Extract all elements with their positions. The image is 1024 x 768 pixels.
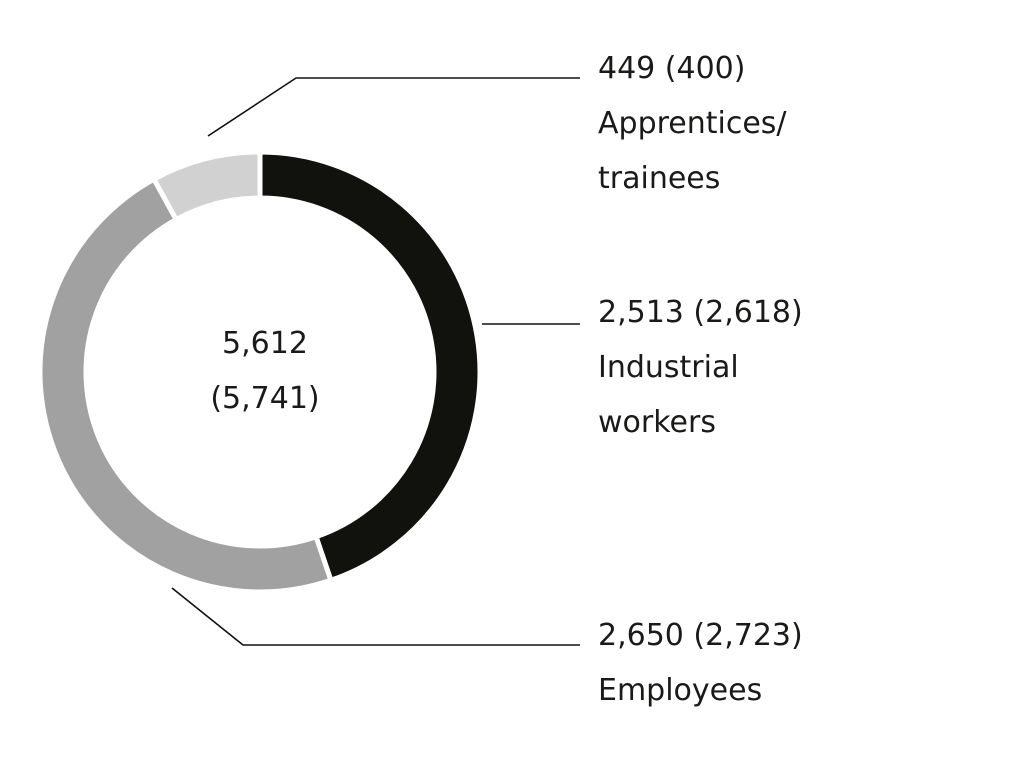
slice-industrial: [257, 149, 483, 584]
slice-employees: [37, 175, 335, 595]
label-industrial-line1: Industrial: [598, 350, 739, 385]
label-apprentices: 449 (400) Apprentices/ trainees: [598, 41, 787, 206]
label-employees-line1: Employees: [598, 673, 763, 708]
leader-apprentices: [207, 77, 580, 137]
label-industrial-line2: workers: [598, 405, 716, 440]
center-total-value: 5,612: [222, 326, 308, 361]
label-apprentices-value: 449 (400): [598, 51, 746, 86]
label-industrial-value: 2,513 (2,618): [598, 295, 803, 330]
label-employees: 2,650 (2,723) Employees: [598, 608, 803, 718]
label-apprentices-line2: trainees: [598, 161, 721, 196]
label-apprentices-line1: Apprentices/: [598, 106, 787, 141]
slice-apprentices: [150, 149, 263, 223]
center-total-prior: (5,741): [210, 381, 320, 416]
center-total: 5,612 (5,741): [165, 316, 365, 426]
leader-employees: [171, 587, 580, 646]
label-employees-value: 2,650 (2,723): [598, 618, 803, 653]
label-industrial: 2,513 (2,618) Industrial workers: [598, 285, 803, 450]
